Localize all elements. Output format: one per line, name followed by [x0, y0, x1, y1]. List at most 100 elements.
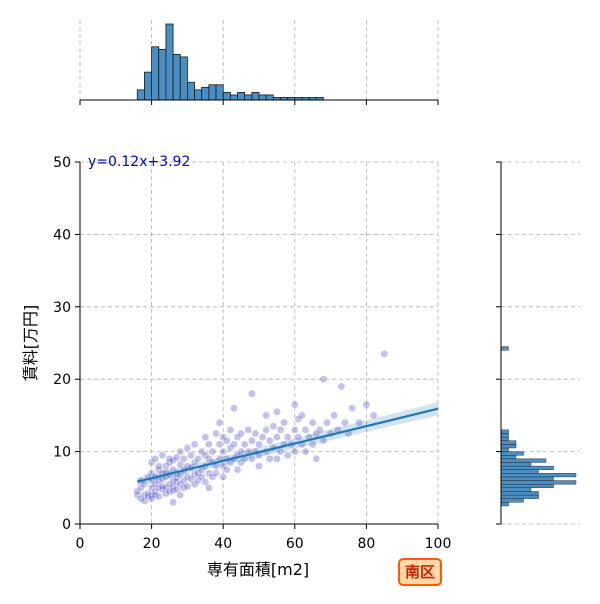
scatter-point: [233, 465, 242, 474]
scatter-point: [201, 478, 210, 486]
right-hist-bar: [500, 346, 509, 351]
scatter-point: [290, 426, 299, 434]
scatter-point: [248, 389, 256, 398]
scatter-point: [255, 440, 263, 449]
scatter-point: [237, 429, 245, 438]
scatter-point: [265, 455, 274, 463]
scatter-point: [312, 455, 321, 463]
top-hist-bar: [172, 54, 181, 101]
right-hist-bar: [500, 469, 539, 474]
scatter-point: [219, 473, 227, 481]
y-tick-label: 10: [53, 445, 71, 461]
scatter-point: [205, 483, 213, 492]
scatter-point: [183, 473, 192, 481]
scatter-point: [201, 433, 210, 441]
scatter-point: [226, 426, 235, 434]
scatter-point: [244, 426, 253, 434]
scatter-point: [341, 418, 349, 427]
scatter-point: [169, 498, 177, 507]
top-hist-bar: [194, 89, 203, 101]
scatter-point: [283, 433, 292, 441]
scatter-point: [190, 440, 199, 449]
x-axis-title: 専有面積[m2]: [207, 560, 309, 579]
right-hist-bar: [500, 483, 554, 488]
right-hist-bar: [500, 498, 524, 503]
top-hist-bar: [244, 94, 253, 101]
regression-confidence-band: [137, 402, 438, 486]
top-hist-bar: [251, 92, 260, 101]
scatter-point: [316, 426, 324, 434]
right-hist-bar: [500, 455, 517, 460]
scatter-point: [251, 429, 260, 438]
scatter-point: [308, 440, 317, 449]
scatter-point: [337, 382, 346, 391]
top-hist-bar: [265, 94, 274, 101]
scatter-point: [248, 455, 256, 463]
right-hist-bar: [500, 491, 539, 496]
scatter-point: [262, 411, 270, 420]
scatter-point: [183, 444, 192, 452]
scatter-point: [273, 407, 281, 416]
scatter-point: [187, 451, 195, 460]
tick-labels: 0 20 40 60 80 100 0 10 20 30 40 50: [53, 155, 451, 552]
scatter-point: [180, 455, 188, 463]
regression-line: [137, 407, 439, 483]
scatter-point: [172, 453, 181, 462]
scatter-point: [151, 455, 159, 463]
scatter-point: [255, 462, 263, 470]
scatter-point: [154, 492, 163, 501]
right-hist-bar: [500, 462, 532, 467]
x-tick-label: 40: [214, 536, 232, 552]
y-tick-label: 50: [53, 155, 71, 171]
scatter-point: [298, 411, 306, 420]
right-hist-bar: [500, 444, 517, 449]
scatter-point: [294, 433, 303, 441]
scatter-point: [176, 491, 185, 499]
top-hist-bar: [144, 71, 153, 101]
scatter-point: [219, 447, 227, 456]
scatter-point: [212, 429, 220, 438]
scatter-point: [205, 440, 213, 449]
top-hist-bar: [229, 94, 238, 101]
regression-equation: y=0.12x+3.92: [88, 154, 190, 170]
x-tick-label: 20: [143, 536, 161, 552]
scatter-point: [212, 469, 220, 478]
y-tick-label: 40: [53, 227, 71, 243]
scatter-point: [273, 455, 281, 463]
y-tick-label: 30: [53, 300, 71, 316]
top-hist-bar: [222, 92, 231, 101]
scatter-point: [362, 400, 371, 409]
right-hist-bar: [500, 436, 509, 441]
scatter-point: [283, 451, 292, 460]
scatter-point: [230, 440, 238, 449]
scatter-point: [319, 375, 328, 384]
x-tick-label: 0: [76, 536, 85, 552]
scatter-points: [133, 350, 389, 507]
scatter-point: [301, 426, 310, 434]
top-hist-bar: [151, 46, 160, 101]
scatter-point: [248, 436, 256, 445]
scatter-point: [208, 447, 217, 456]
scatter-point: [330, 411, 338, 420]
scatter-point: [280, 418, 288, 427]
top-hist-bar: [186, 81, 195, 101]
right-hist-bar: [500, 465, 554, 470]
scatter-point: [355, 418, 364, 427]
x-tick-label: 80: [357, 536, 375, 552]
region-badge: 南区: [398, 558, 442, 586]
scatter-point: [380, 350, 389, 358]
top-hist-bar: [237, 92, 246, 101]
y-tick-label: 0: [62, 517, 71, 533]
scatter-point: [158, 451, 167, 460]
right-hist-bar: [500, 476, 554, 481]
right-hist-bar: [500, 440, 517, 445]
scatter-point: [222, 465, 231, 474]
scatter-point: [176, 460, 185, 469]
scatter-point: [240, 440, 249, 449]
top-hist-bar: [208, 84, 217, 101]
top-hist-bar: [179, 56, 188, 101]
scatter-point: [162, 489, 170, 498]
top-marginal-histogram: [79, 20, 439, 105]
